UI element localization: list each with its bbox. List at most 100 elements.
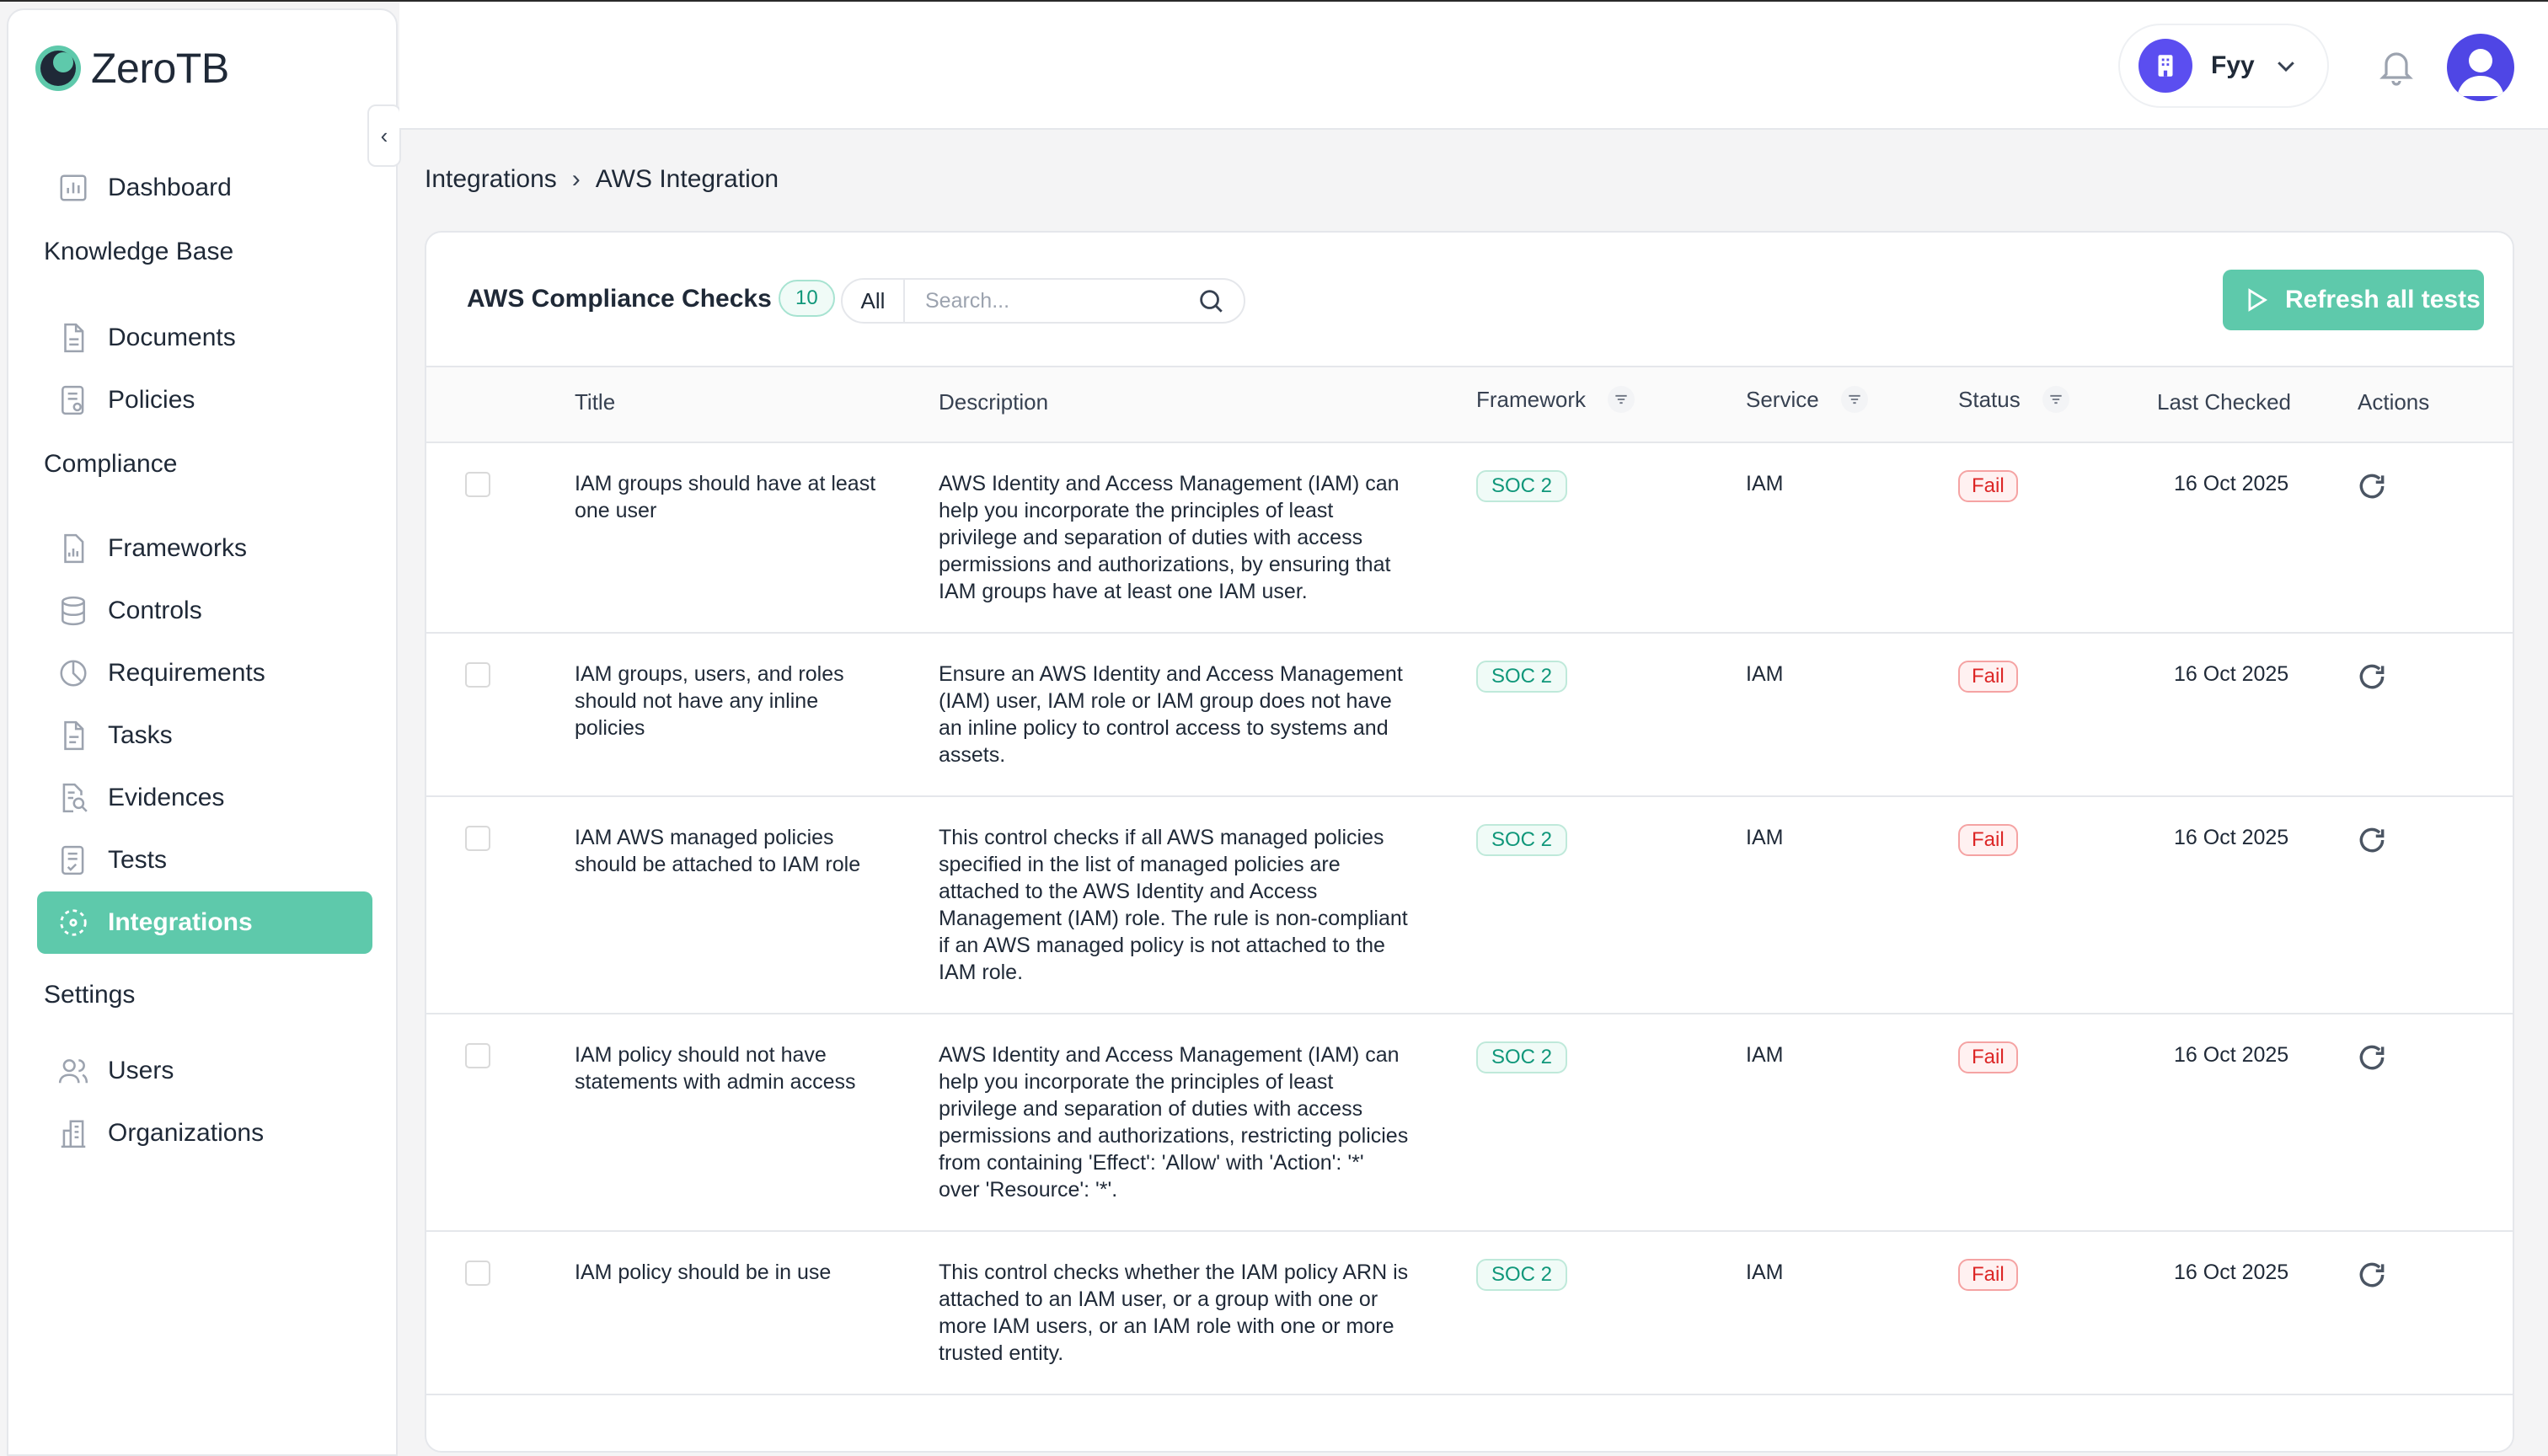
section-title-compliance: Compliance <box>44 450 178 478</box>
row-last-checked: 16 Oct 2025 <box>2174 662 2289 686</box>
sidebar-item-integrations[interactable]: Integrations <box>37 891 372 954</box>
row-checkbox[interactable] <box>465 662 490 688</box>
search-group: All <box>841 278 1245 324</box>
refresh-icon[interactable] <box>2356 1259 2388 1291</box>
sidebar-collapse-button[interactable]: ‹ <box>367 104 401 167</box>
framework-icon <box>64 533 84 564</box>
document-icon <box>64 323 84 353</box>
user-avatar[interactable] <box>2447 34 2514 101</box>
sidebar-item-tests[interactable]: Tests <box>37 829 372 891</box>
sidebar-item-label: Users <box>108 1057 174 1084</box>
row-description: Ensure an AWS Identity and Access Manage… <box>939 662 1403 767</box>
filter-icon[interactable] <box>1608 386 1635 413</box>
task-icon <box>64 720 84 751</box>
row-title: IAM policy should be in use <box>575 1261 832 1284</box>
refresh-icon[interactable] <box>2356 1041 2388 1073</box>
row-description: This control checks if all AWS managed p… <box>939 826 1408 984</box>
filter-icon[interactable] <box>1840 386 1868 413</box>
table-header: Title Description Framework Service Stat… <box>426 366 2513 443</box>
framework-tag: SOC 2 <box>1476 1259 1568 1291</box>
refresh-icon[interactable] <box>2356 824 2388 856</box>
status-badge: Fail <box>1958 661 2018 693</box>
framework-tag-label: SOC 2 <box>1476 661 1568 693</box>
refresh-icon[interactable] <box>2356 470 2388 502</box>
status-badge-label: Fail <box>1958 1259 2018 1291</box>
row-service: IAM <box>1746 826 1784 849</box>
logo[interactable]: ZeroTB <box>34 44 229 93</box>
status-badge-label: Fail <box>1958 661 2018 693</box>
framework-tag: SOC 2 <box>1476 661 1568 693</box>
row-last-checked: 16 Oct 2025 <box>2174 1261 2289 1284</box>
bell-icon[interactable] <box>2376 46 2417 86</box>
sidebar-item-dashboard[interactable]: Dashboard <box>37 157 372 219</box>
organization-avatar <box>2138 39 2192 93</box>
card-title: AWS Compliance Checks <box>467 285 772 313</box>
users-icon <box>58 1059 88 1084</box>
test-icon <box>62 845 84 875</box>
sidebar-item-policies[interactable]: Policies <box>37 369 372 431</box>
status-badge: Fail <box>1958 824 2018 856</box>
status-badge-label: Fail <box>1958 1041 2018 1073</box>
sidebar-item-frameworks[interactable]: Frameworks <box>37 517 372 580</box>
sidebar-item-requirements[interactable]: Requirements <box>37 642 372 704</box>
app-name: ZeroTB <box>91 45 229 92</box>
status-badge-label: Fail <box>1958 470 2018 502</box>
user-icon <box>2457 49 2504 96</box>
status-badge: Fail <box>1958 1041 2018 1073</box>
row-service: IAM <box>1746 1261 1784 1284</box>
building-icon <box>2158 55 2173 77</box>
chart-icon <box>60 174 87 201</box>
sidebar-item-label: Tasks <box>108 721 173 749</box>
organization-switcher[interactable]: Fyy <box>2118 24 2329 108</box>
sidebar-item-tasks[interactable]: Tasks <box>37 704 372 767</box>
row-checkbox[interactable] <box>465 826 490 851</box>
search-icon[interactable] <box>1196 286 1225 315</box>
filter-icon[interactable] <box>2042 386 2069 413</box>
column-description: Description <box>939 389 1048 415</box>
sidebar-item-label: Dashboard <box>108 174 232 201</box>
policy-icon <box>62 385 84 415</box>
pie-icon <box>60 660 87 687</box>
column-status-label: Status <box>1958 386 2021 412</box>
sidebar-item-evidences[interactable]: Evidences <box>37 767 372 829</box>
row-checkbox[interactable] <box>465 472 490 497</box>
framework-tag-label: SOC 2 <box>1476 1259 1568 1291</box>
play-icon <box>2248 288 2268 312</box>
chevron-down-icon <box>2277 62 2294 72</box>
sidebar-item-controls[interactable]: Controls <box>37 580 372 642</box>
sidebar-item-label: Evidences <box>108 784 225 811</box>
framework-tag: SOC 2 <box>1476 824 1568 856</box>
count-badge: 10 <box>779 280 835 317</box>
row-description: AWS Identity and Access Management (IAM)… <box>939 1043 1409 1202</box>
chevron-left-icon: ‹ <box>380 122 388 148</box>
column-service-label: Service <box>1746 386 1819 412</box>
building-icon <box>61 1120 86 1148</box>
row-checkbox[interactable] <box>465 1261 490 1286</box>
integration-icon <box>60 909 87 936</box>
framework-tag: SOC 2 <box>1476 1041 1568 1073</box>
row-title: IAM groups should have at least one user <box>575 472 876 522</box>
sidebar-item-documents[interactable]: Documents <box>37 307 372 369</box>
column-title-label: Title <box>575 389 616 415</box>
refresh-icon[interactable] <box>2356 661 2388 693</box>
breadcrumb: Integrations › AWS Integration <box>425 165 779 194</box>
row-title: IAM policy should not have statements wi… <box>575 1043 856 1094</box>
chevron-right-icon: › <box>571 165 581 193</box>
framework-tag-label: SOC 2 <box>1476 470 1568 502</box>
database-icon <box>62 596 85 626</box>
sidebar-item-label: Controls <box>108 597 202 624</box>
table-row: IAM policy should not have statements wi… <box>426 1014 2513 1232</box>
column-last-checked-label: Last Checked <box>2157 389 2291 415</box>
sidebar-item-organizations[interactable]: Organizations <box>37 1102 372 1164</box>
filter-all-button[interactable]: All <box>843 280 905 322</box>
status-badge: Fail <box>1958 470 2018 502</box>
window-top-border <box>0 0 2548 2</box>
evidence-icon <box>62 783 88 813</box>
sidebar-item-users[interactable]: Users <box>37 1040 372 1102</box>
sidebar-item-label: Frameworks <box>108 534 248 562</box>
refresh-all-tests-button[interactable]: Refresh all tests <box>2223 270 2484 330</box>
section-title-settings: Settings <box>44 981 136 1009</box>
breadcrumb-integrations[interactable]: Integrations <box>425 165 557 193</box>
search-input[interactable] <box>905 280 1196 322</box>
row-checkbox[interactable] <box>465 1043 490 1068</box>
